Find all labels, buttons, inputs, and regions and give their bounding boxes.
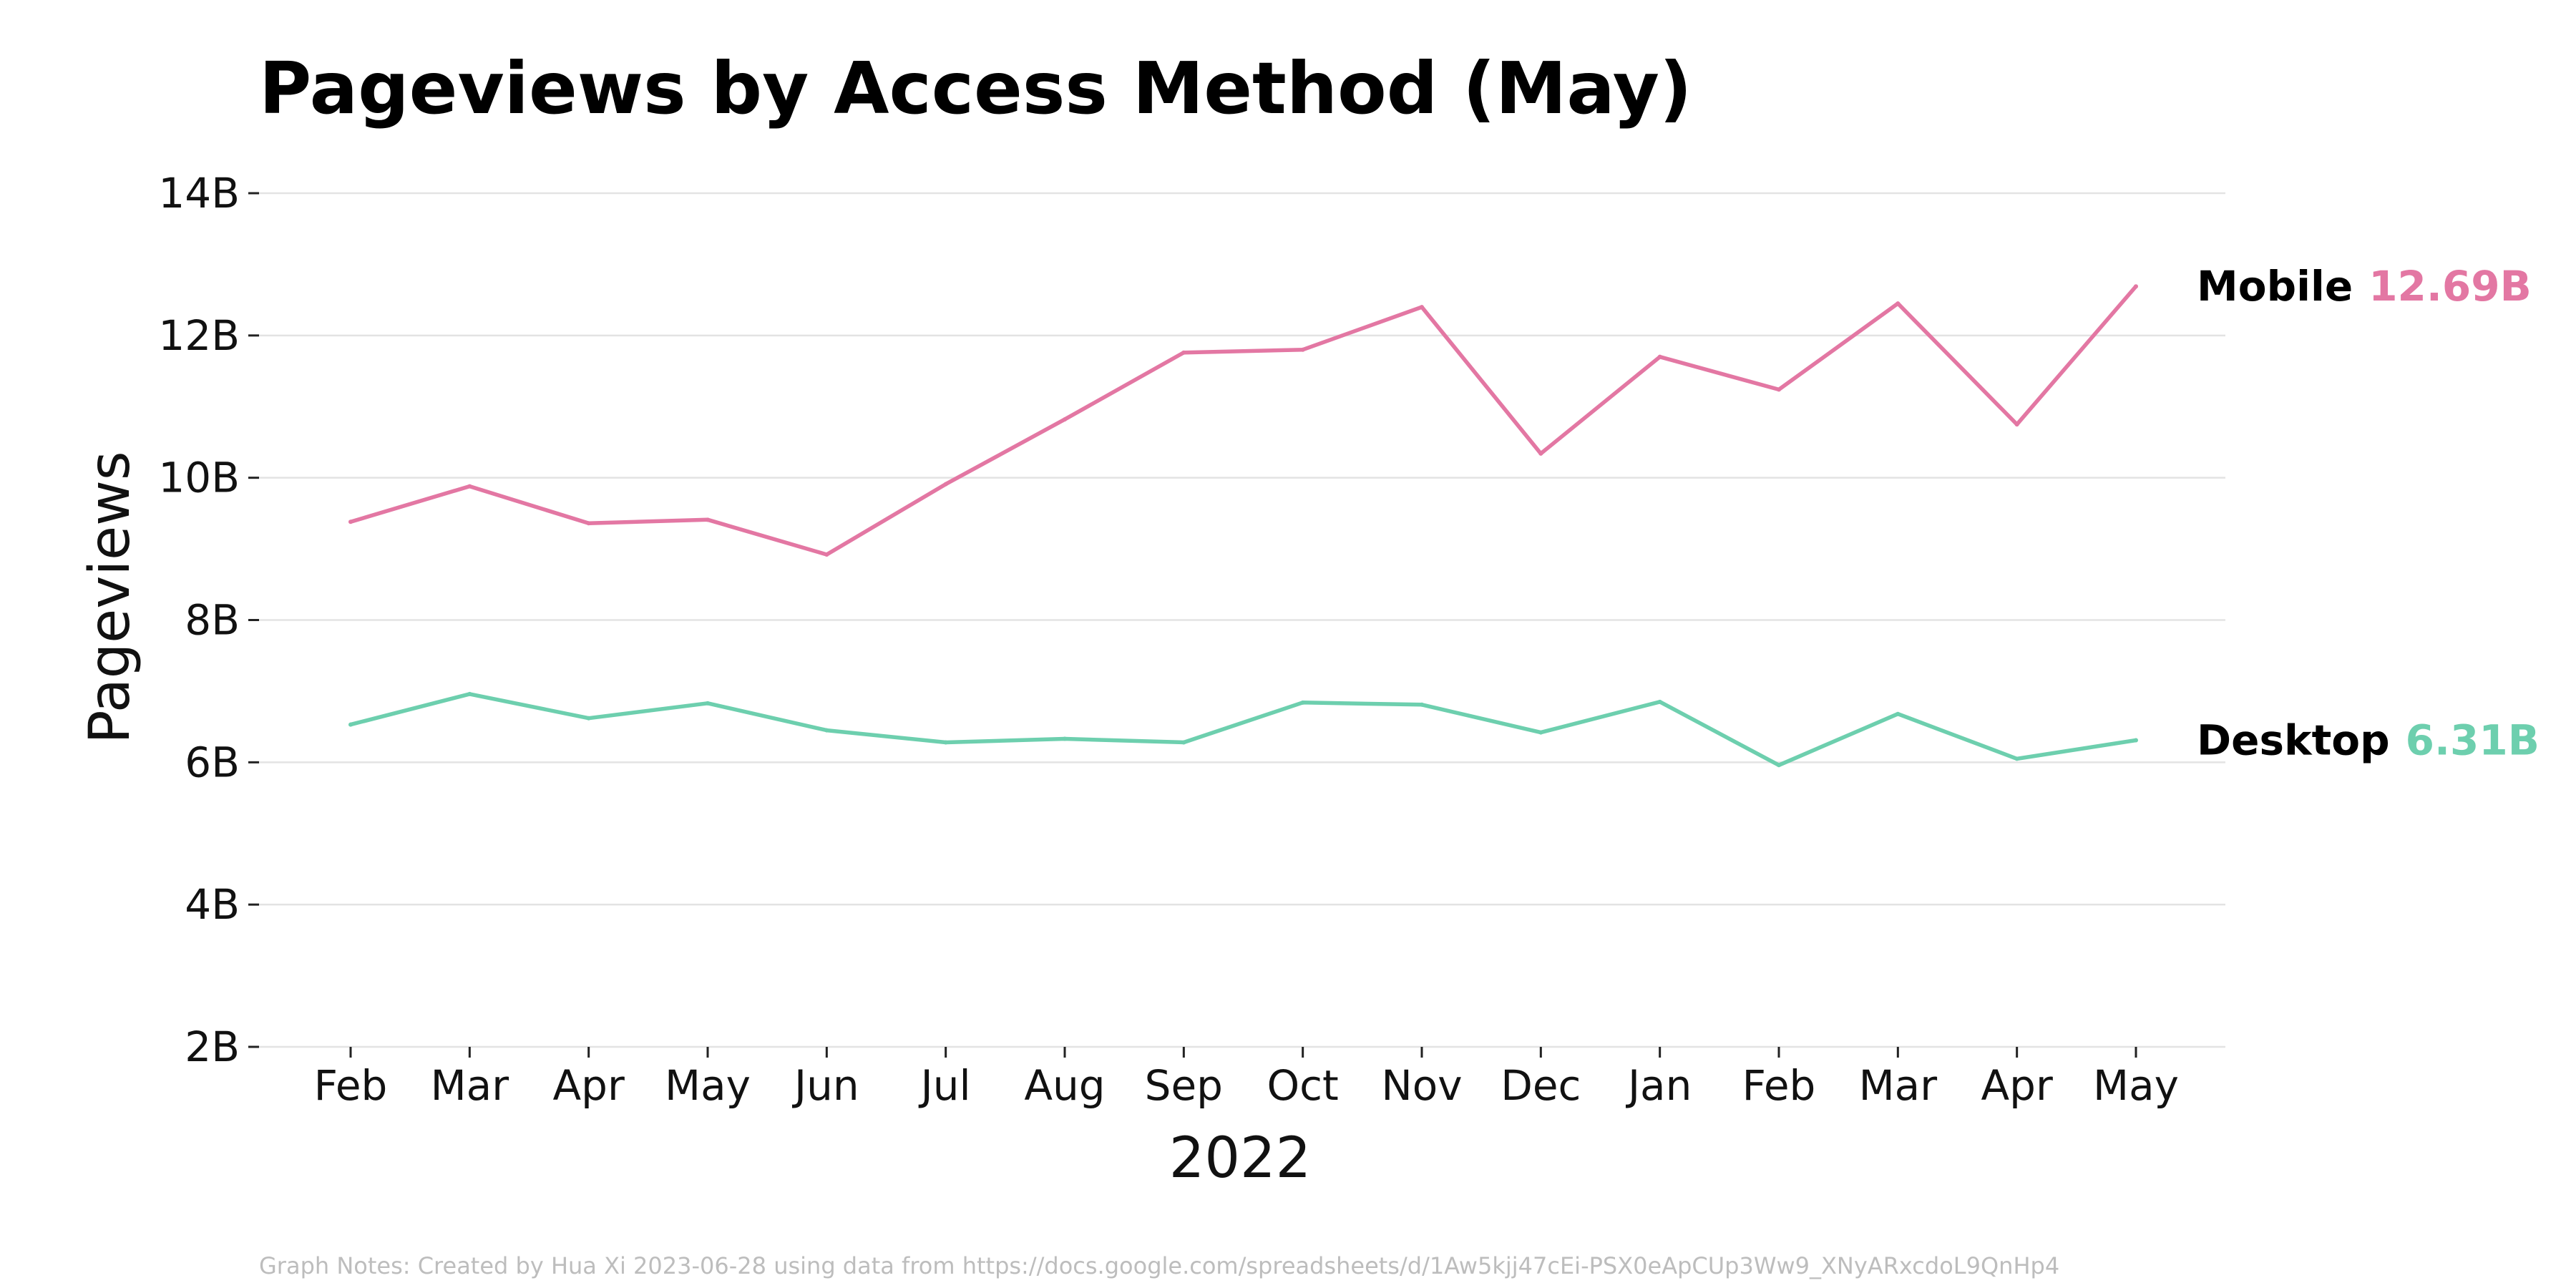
data-point-mobile bbox=[1181, 350, 1186, 355]
y-tick-label: 12B bbox=[158, 311, 240, 360]
graph-notes: Graph Notes: Created by Hua Xi 2023-06-2… bbox=[259, 1252, 2059, 1279]
data-point-desktop bbox=[586, 716, 591, 721]
y-tick-label: 10B bbox=[158, 454, 240, 502]
data-point-mobile bbox=[1657, 354, 1662, 359]
gridlines bbox=[259, 192, 2225, 1048]
x-tick-label: Aug bbox=[1024, 1061, 1105, 1110]
data-point-mobile bbox=[706, 517, 710, 522]
data-point-mobile bbox=[1538, 451, 1543, 456]
data-point-desktop bbox=[1777, 763, 1781, 768]
x-axis: Feb Mar Apr May Jun Jul Aug Sep Oct Nov Dec Jan Feb M… bbox=[314, 1047, 2179, 1110]
data-point-desktop bbox=[1420, 702, 1424, 707]
end-label-mobile-value: 12.69B bbox=[2368, 262, 2532, 311]
end-label-mobile-name: Mobile bbox=[2197, 262, 2353, 311]
x-tick-label: May bbox=[665, 1061, 751, 1110]
y-tick-label: 14B bbox=[158, 169, 240, 218]
data-point-mobile bbox=[824, 552, 829, 557]
x-tick-label: Apr bbox=[552, 1061, 624, 1110]
end-label-desktop-value: 6.31B bbox=[2406, 716, 2540, 765]
data-point-desktop bbox=[1896, 711, 1901, 716]
x-tick-label: Dec bbox=[1501, 1061, 1581, 1110]
data-point-desktop bbox=[943, 740, 948, 745]
data-point-desktop bbox=[348, 722, 353, 727]
y-tick-label: 8B bbox=[185, 596, 240, 645]
x-tick-label: Feb bbox=[1742, 1061, 1816, 1110]
x-tick-label: May bbox=[2093, 1061, 2179, 1110]
series-lines bbox=[348, 284, 2138, 768]
x-tick-label: Sep bbox=[1145, 1061, 1223, 1110]
y-tick-label: 4B bbox=[185, 880, 240, 929]
x-tick-label: Mar bbox=[1859, 1061, 1938, 1110]
data-point-mobile bbox=[467, 484, 472, 489]
x-tick-label: Jun bbox=[792, 1061, 859, 1110]
data-point-desktop bbox=[706, 701, 710, 706]
data-point-mobile bbox=[1777, 387, 1781, 392]
y-axis: 2B 4B 6B 8B 10B 12B 14B bbox=[158, 169, 259, 1071]
data-point-mobile bbox=[943, 482, 948, 487]
data-point-mobile bbox=[1420, 305, 1424, 310]
data-point-desktop bbox=[824, 728, 829, 733]
y-tick-label: 2B bbox=[185, 1023, 240, 1071]
y-axis-title: Pageviews bbox=[78, 451, 142, 743]
data-point-mobile bbox=[1300, 347, 1305, 352]
data-point-desktop bbox=[2134, 738, 2138, 743]
data-point-mobile bbox=[1063, 417, 1067, 422]
series-line-mobile bbox=[348, 284, 2138, 557]
data-point-mobile bbox=[348, 519, 353, 525]
data-point-desktop bbox=[1657, 699, 1662, 704]
data-point-desktop bbox=[1181, 740, 1186, 745]
x-tick-label: Oct bbox=[1267, 1061, 1339, 1110]
x-axis-title: 2022 bbox=[1169, 1126, 1312, 1191]
x-tick-label: Nov bbox=[1381, 1061, 1462, 1110]
data-point-desktop bbox=[1063, 736, 1067, 741]
data-point-desktop bbox=[1538, 730, 1543, 735]
end-label-desktop-name: Desktop bbox=[2197, 716, 2390, 765]
data-point-desktop bbox=[1300, 700, 1305, 705]
x-tick-label: Jul bbox=[919, 1061, 971, 1110]
x-tick-label: Feb bbox=[314, 1061, 388, 1110]
series-line-desktop bbox=[348, 692, 2138, 768]
x-tick-label: Apr bbox=[1981, 1061, 2052, 1110]
x-tick-label: Mar bbox=[431, 1061, 509, 1110]
data-point-desktop bbox=[467, 691, 472, 696]
data-point-mobile bbox=[2014, 422, 2019, 427]
data-point-desktop bbox=[2014, 756, 2019, 761]
x-tick-label: Jan bbox=[1626, 1061, 1692, 1110]
data-point-mobile bbox=[586, 521, 591, 526]
data-point-mobile bbox=[1896, 301, 1901, 306]
chart-title: Pageviews by Access Method (May) bbox=[259, 47, 1692, 130]
end-labels: Mobile 12.69B Desktop 6.31B bbox=[2197, 262, 2540, 764]
data-point-mobile bbox=[2134, 284, 2138, 289]
y-tick-label: 6B bbox=[185, 738, 240, 786]
